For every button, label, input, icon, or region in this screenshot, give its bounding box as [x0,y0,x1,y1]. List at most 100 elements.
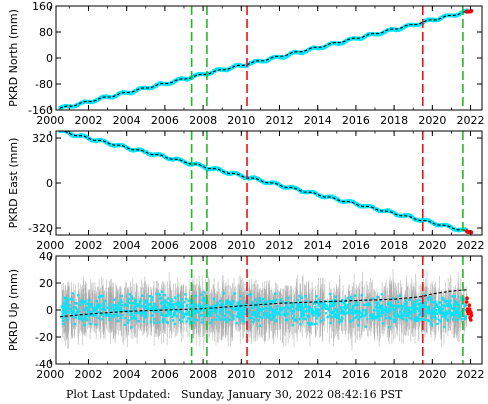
data-point [322,318,325,321]
data-point [167,301,171,305]
data-point [392,320,396,323]
data-point [434,317,437,320]
footer-label: Plot Last Updated: [66,388,171,401]
data-point [291,306,294,309]
data-point [198,303,201,306]
data-point [298,317,301,321]
data-point [278,311,281,314]
data-point [399,310,402,313]
data-point [404,314,407,317]
data-point [341,298,344,302]
data-point [449,299,452,302]
data-point [403,309,406,313]
data-point [134,299,137,302]
data-point [271,312,274,315]
data-point [229,313,232,316]
data-point [298,303,301,306]
data-point [210,319,214,322]
data-point [262,303,265,306]
data-point [428,309,431,312]
data-point [453,314,456,317]
data-point [89,311,92,314]
x-tick-label: 2012 [266,368,294,381]
data-point [286,300,289,304]
data-points-2 [60,290,468,329]
data-point [220,312,223,316]
data-point [218,315,221,319]
data-point [435,303,438,306]
data-point [352,311,355,314]
y-tick-label: 160 [32,0,53,13]
data-point [85,318,89,321]
data-point [209,310,213,313]
data-point [84,300,87,303]
data-point [87,314,90,318]
data-point [354,316,357,319]
data-point [72,305,76,309]
data-point [427,305,431,309]
data-point [258,324,262,327]
data-point [434,312,437,315]
data-point [403,311,406,314]
data-point [301,313,304,316]
data-point [78,309,81,313]
data-point [358,315,361,319]
data-point [417,313,421,317]
data-point [412,308,415,311]
data-point [322,304,325,307]
data-point [232,314,235,318]
data-point [464,317,467,321]
plot-area-1 [58,131,474,235]
data-point [393,315,397,318]
data-point [79,315,82,318]
data-point [371,313,375,316]
data-point [336,313,340,317]
recent-point [469,313,474,318]
data-point [449,315,452,318]
data-point [364,311,368,315]
data-point [375,315,378,318]
data-point [304,302,307,306]
data-point [127,297,130,301]
data-point [343,301,346,305]
data-point [113,307,116,310]
data-point [367,303,370,307]
data-point [284,311,287,314]
data-point [116,319,119,323]
data-point [215,314,219,317]
data-point [237,306,240,309]
data-point [209,321,212,325]
data-point [225,320,228,323]
data-point [220,318,223,321]
panel-1: 2000 2002 2004 2006 2008 2010 2012 2014 2016 2018… [7,130,485,252]
data-point [286,296,290,300]
data-point [286,306,289,309]
data-point [362,303,366,307]
x-tick-label: 2020 [418,239,446,252]
data-point [245,303,248,306]
data-point [236,315,239,318]
data-point [61,309,65,313]
data-point [282,306,285,310]
data-point [279,309,282,312]
data-point [75,302,78,305]
data-point [120,300,123,304]
data-point [160,313,163,317]
y-tick-label: -160 [28,104,53,117]
data-point [61,305,65,309]
data-point [180,306,183,309]
data-point [158,321,161,324]
data-point [85,314,89,317]
data-point [191,310,194,313]
data-point [440,310,444,313]
data-point [126,304,129,307]
data-point [363,314,367,317]
data-point [431,310,435,313]
data-point [354,311,358,314]
data-point [187,311,190,314]
data-point [71,292,75,295]
data-point [137,320,140,323]
data-point [63,305,66,308]
data-point [67,303,70,307]
data-point [209,314,212,317]
